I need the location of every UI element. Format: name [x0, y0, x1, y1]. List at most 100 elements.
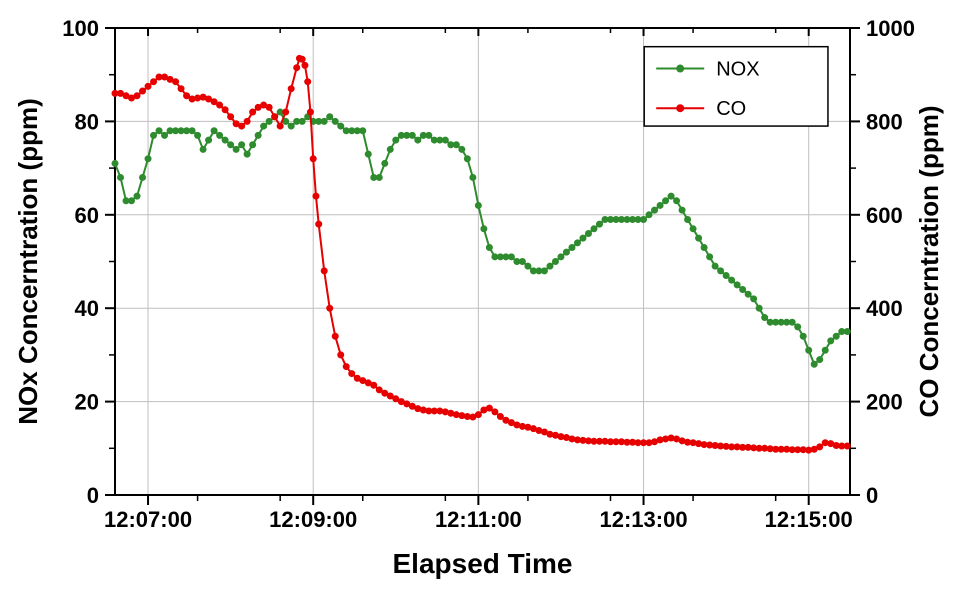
series-marker-nox: [795, 324, 801, 330]
y-left-tick-label: 80: [75, 109, 99, 134]
series-marker-co: [228, 114, 234, 120]
series-marker-nox: [806, 347, 812, 353]
series-marker-nox: [145, 156, 151, 162]
series-marker-co: [343, 364, 349, 370]
series-marker-nox: [360, 128, 366, 134]
series-marker-co: [266, 104, 272, 110]
series-marker-co: [211, 99, 217, 105]
series-marker-co: [437, 408, 443, 414]
series-marker-co: [663, 436, 669, 442]
x-tick-label: 12:15:00: [765, 507, 853, 532]
y-left-tick-label: 100: [62, 16, 99, 41]
series-marker-nox: [365, 151, 371, 157]
series-marker-nox: [745, 291, 751, 297]
series-marker-nox: [657, 202, 663, 208]
series-marker-nox: [239, 142, 245, 148]
series-marker-nox: [833, 333, 839, 339]
series-marker-nox: [674, 198, 680, 204]
series-marker-nox: [382, 160, 388, 166]
y-left-tick-label: 20: [75, 390, 99, 415]
series-marker-co: [244, 118, 250, 124]
series-marker-co: [217, 102, 223, 108]
series-marker-nox: [525, 263, 531, 269]
series-marker-nox: [195, 132, 201, 138]
series-marker-nox: [762, 315, 768, 321]
series-marker-co: [294, 65, 300, 71]
y-left-tick-label: 40: [75, 296, 99, 321]
series-marker-nox: [376, 174, 382, 180]
series-marker-nox: [679, 207, 685, 213]
series-marker-nox: [200, 146, 206, 152]
series-marker-co: [134, 93, 140, 99]
series-marker-nox: [261, 123, 267, 129]
series-marker-nox: [134, 193, 140, 199]
series-marker-nox: [250, 142, 256, 148]
y-right-tick-label: 400: [866, 296, 903, 321]
series-marker-nox: [723, 273, 729, 279]
series-marker-nox: [321, 118, 327, 124]
series-marker-co: [178, 86, 184, 92]
y-left-tick-label: 60: [75, 203, 99, 228]
series-marker-co: [371, 382, 377, 388]
series-marker-co: [519, 423, 525, 429]
series-marker-co: [646, 440, 652, 446]
series-marker-nox: [569, 244, 575, 250]
series-marker-nox: [558, 254, 564, 260]
series-marker-co: [316, 221, 322, 227]
series-marker-nox: [596, 221, 602, 227]
series-marker-nox: [393, 137, 399, 143]
series-marker-co: [558, 434, 564, 440]
series-marker-nox: [718, 268, 724, 274]
series-marker-nox: [415, 137, 421, 143]
series-marker-co: [327, 305, 333, 311]
y-right-tick-label: 0: [866, 483, 878, 508]
y-left-tick-label: 0: [87, 483, 99, 508]
series-marker-nox: [453, 142, 459, 148]
series-marker-co: [497, 414, 503, 420]
y-right-tick-label: 1000: [866, 16, 915, 41]
series-marker-nox: [481, 226, 487, 232]
series-marker-co: [817, 444, 823, 450]
x-tick-label: 12:13:00: [600, 507, 688, 532]
series-marker-nox: [332, 118, 338, 124]
series-marker-co: [657, 437, 663, 443]
series-marker-nox: [685, 216, 691, 222]
series-marker-nox: [228, 142, 234, 148]
series-marker-co: [486, 405, 492, 411]
series-marker-nox: [189, 128, 195, 134]
series-marker-co: [283, 109, 289, 115]
series-marker-nox: [828, 338, 834, 344]
chart-svg: 12:07:0012:09:0012:11:0012:13:0012:15:00…: [0, 0, 958, 609]
series-marker-co: [239, 123, 245, 129]
series-marker-nox: [701, 244, 707, 250]
series-marker-nox: [211, 128, 217, 134]
series-marker-co: [547, 431, 553, 437]
series-marker-co: [272, 114, 278, 120]
series-marker-nox: [112, 160, 118, 166]
series-marker-nox: [387, 146, 393, 152]
series-marker-nox: [464, 156, 470, 162]
series-marker-nox: [844, 329, 850, 335]
series-marker-co: [492, 409, 498, 415]
series-marker-nox: [552, 259, 558, 265]
series-marker-nox: [751, 296, 757, 302]
series-marker-nox: [541, 268, 547, 274]
series-marker-nox: [641, 216, 647, 222]
series-marker-nox: [508, 254, 514, 260]
series-marker-co: [184, 93, 190, 99]
series-marker-nox: [696, 235, 702, 241]
series-marker-nox: [244, 151, 250, 157]
series-marker-co: [250, 109, 256, 115]
series-marker-nox: [756, 305, 762, 311]
series-marker-nox: [162, 132, 168, 138]
series-marker-co: [277, 123, 283, 129]
series-marker-co: [195, 95, 201, 101]
series-marker-nox: [288, 123, 294, 129]
y-right-tick-label: 800: [866, 109, 903, 134]
series-marker-co: [305, 79, 311, 85]
series-marker-nox: [789, 319, 795, 325]
series-marker-nox: [800, 333, 806, 339]
series-marker-nox: [338, 123, 344, 129]
series-marker-co: [310, 156, 316, 162]
series-marker-nox: [426, 132, 432, 138]
